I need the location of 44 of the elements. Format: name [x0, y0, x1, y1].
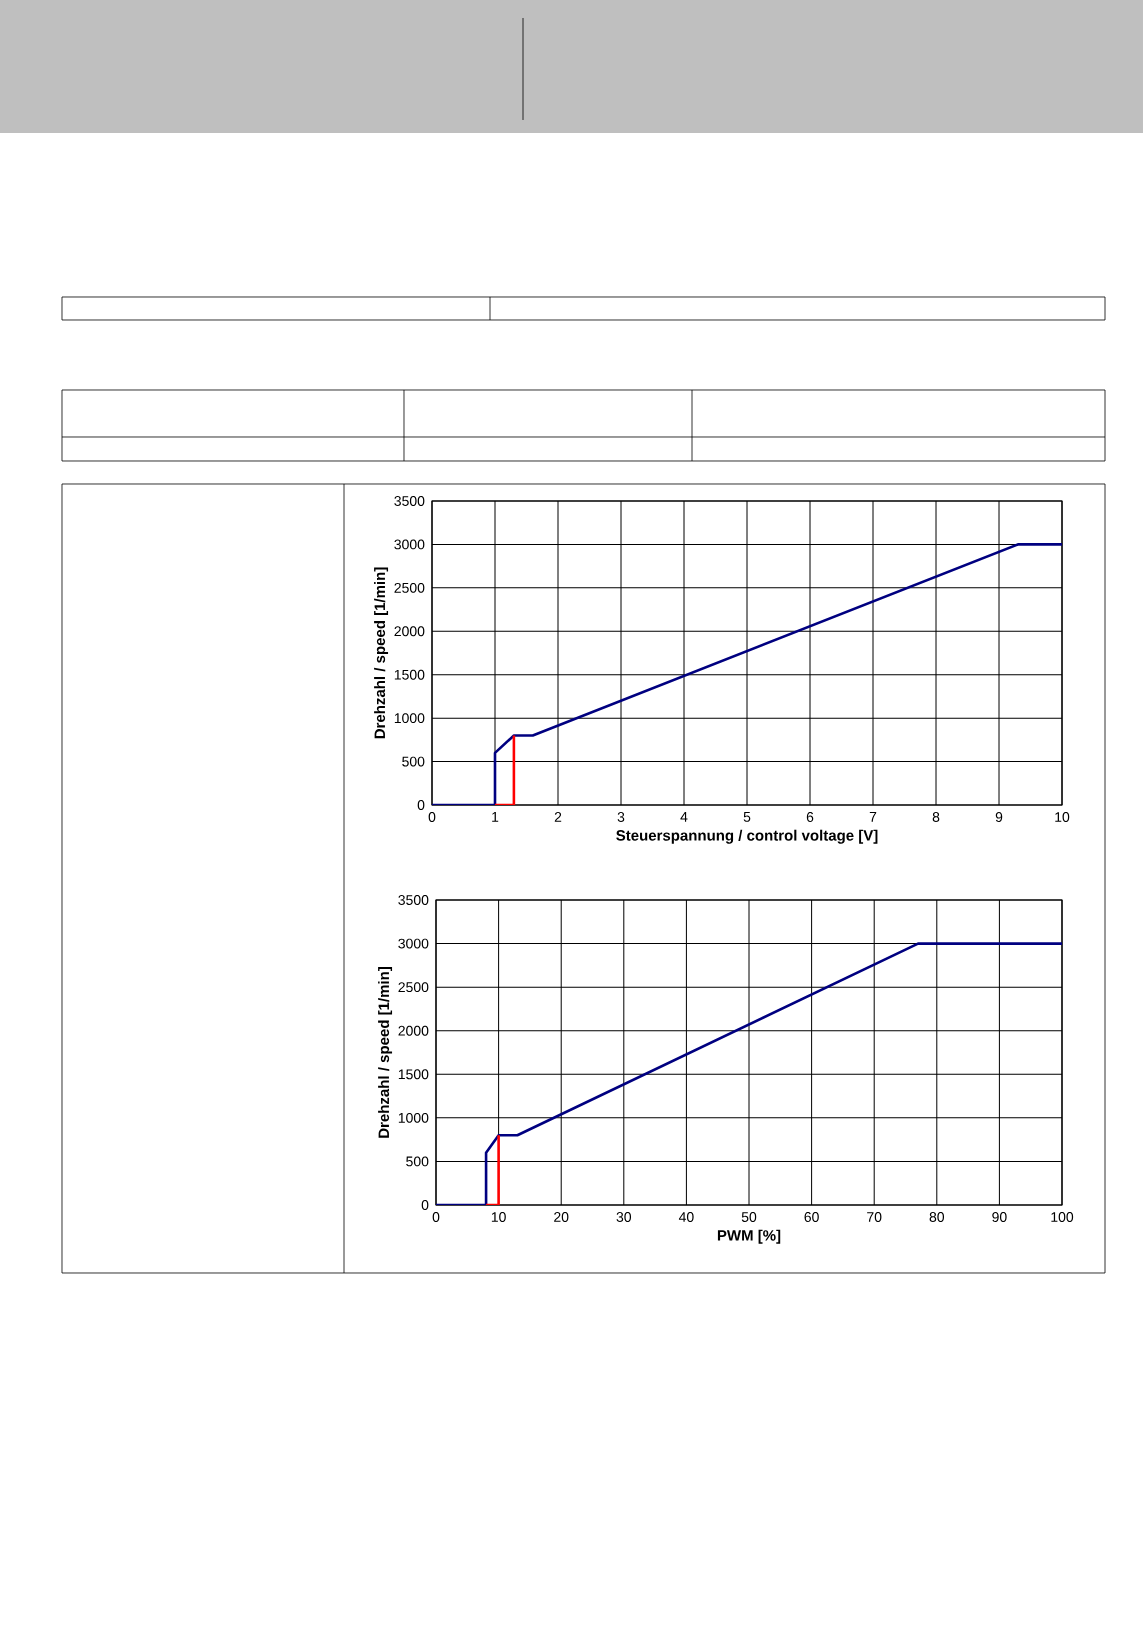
y-tick-label: 0: [421, 1200, 429, 1210]
y-tick-label: 2500: [394, 582, 425, 593]
line-series: [436, 942, 1062, 1205]
x-tick-label: 90: [992, 1212, 1007, 1222]
line-series: [432, 543, 1063, 805]
x-tick-label: 9: [995, 812, 1003, 822]
x-tick-label: 1: [492, 812, 499, 822]
y-tick-label: 1500: [394, 669, 425, 680]
y-tick-label: 3500: [394, 496, 425, 506]
x-tick-label: 40: [678, 1212, 694, 1222]
x-tick-label: 10: [491, 1212, 506, 1222]
x-tick-label: 0: [432, 1212, 440, 1222]
y-tick-label: 3500: [398, 895, 429, 905]
x-tick-label: 3: [617, 812, 625, 822]
x-axis-title: PWM [%]: [717, 1229, 781, 1244]
x-tick-label: 5: [743, 812, 751, 822]
x-tick-label: 80: [929, 1212, 945, 1222]
x-tick-label: 100: [1051, 1212, 1074, 1222]
y-tick-label: 2000: [394, 626, 425, 637]
x-tick-label: 0: [428, 812, 436, 822]
x-tick-label: 10: [1055, 812, 1070, 822]
x-tick-label: 60: [804, 1212, 819, 1222]
y-tick-label: 0: [417, 800, 425, 810]
y-tick-label: 500: [406, 1156, 429, 1167]
x-tick-label: 2: [554, 812, 562, 822]
x-tick-label: 7: [869, 812, 877, 822]
y-tick-label: 3000: [394, 539, 425, 550]
y-tick-label: 1500: [398, 1069, 429, 1080]
y-tick-label: 500: [402, 756, 425, 767]
x-tick-label: 70: [867, 1212, 882, 1222]
x-axis-title: Steuerspannung / control voltage [V]: [616, 829, 878, 844]
y-tick-label: 1000: [394, 713, 425, 724]
x-tick-label: 8: [932, 812, 940, 822]
x-tick-label: 20: [554, 1212, 569, 1222]
y-axis-title: Drehzahl / speed [1/min]: [374, 567, 389, 739]
y-tick-label: 1000: [398, 1112, 429, 1123]
y-tick-label: 3000: [398, 938, 429, 949]
y-tick-label: 2000: [398, 1025, 429, 1036]
x-tick-label: 50: [741, 1212, 757, 1222]
x-tick-label: 4: [680, 812, 688, 822]
y-axis-title: Drehzahl / speed [1/min]: [378, 967, 393, 1138]
x-tick-label: 6: [806, 812, 814, 822]
x-tick-label: 30: [616, 1212, 632, 1222]
y-tick-label: 2500: [398, 982, 429, 993]
